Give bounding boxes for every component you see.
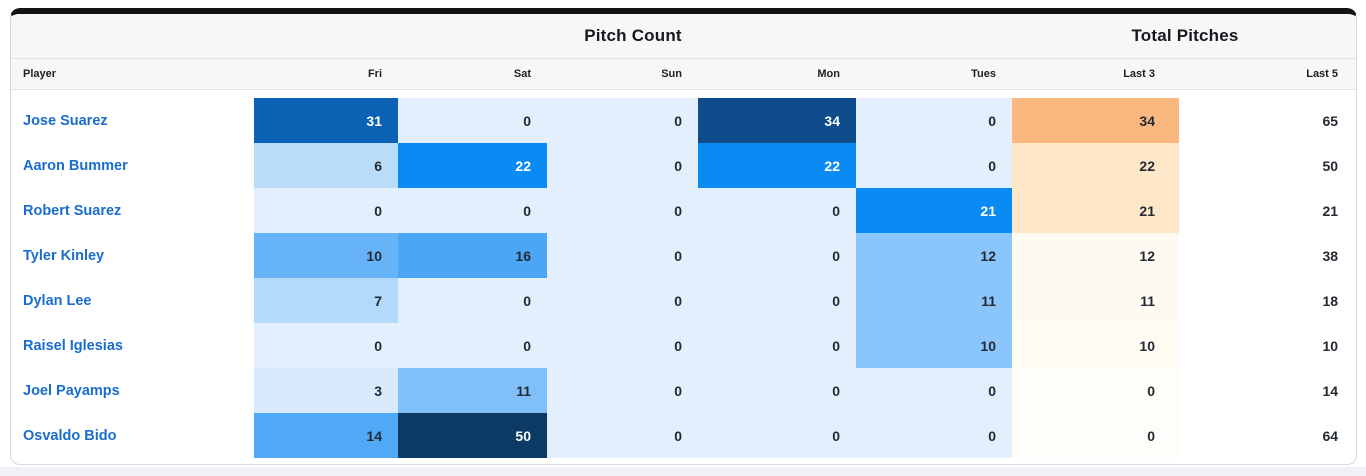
total-cell-last3: 0 [1012,368,1179,413]
total-cell-last5: 50 [1322,157,1339,174]
pitch-cell-fri: 3 [254,368,398,413]
player-name[interactable]: Jose Suarez [23,112,108,129]
column-header-last3: Last 3 [1012,58,1179,90]
pitch-count-table: Pitch Count Total Pitches Player Fri Sat… [11,14,1356,464]
pitch-cell-sat: 11 [398,368,547,413]
pitch-cell-sat: 22 [398,143,547,188]
player-name[interactable]: Raisel Iglesias [23,337,123,354]
pitch-cell-fri: 0 [254,323,398,368]
pitch-cell-mon: 34 [698,98,856,143]
total-cell-last5: 10 [1322,337,1339,354]
pitch-cell-fri: 10 [254,233,398,278]
pitch-count-widget: Pitch Count Total Pitches Player Fri Sat… [10,8,1357,465]
total-cell-last3: 34 [1012,98,1179,143]
column-header-sun: Sun [547,58,698,90]
total-cell-last3: 22 [1012,143,1179,188]
pitch-cell-tues: 21 [856,188,1012,233]
table-row: Tyler Kinley 10 16 0 0 12 12 38 [11,233,1356,278]
total-cell-last3: 12 [1012,233,1179,278]
group-header-row: Pitch Count Total Pitches [11,14,1356,59]
pitch-cell-mon: 0 [698,323,856,368]
player-name[interactable]: Tyler Kinley [23,247,105,264]
total-cell-last5: 18 [1322,292,1339,309]
pitch-cell-tues: 0 [856,98,1012,143]
spacer-row [11,90,1356,99]
pitch-cell-sun: 0 [547,368,698,413]
pitch-cell-mon: 0 [698,233,856,278]
pitch-cell-sun: 0 [547,188,698,233]
column-header-last5: Last 5 [1179,58,1356,90]
table-row: Dylan Lee 7 0 0 0 11 11 18 [11,278,1356,323]
pitch-cell-sun: 0 [547,323,698,368]
horizontal-scrollbar-track[interactable] [0,467,1366,476]
pitch-cell-sun: 0 [547,233,698,278]
column-header-mon: Mon [698,58,856,90]
group-header-spacer [11,14,254,59]
pitch-cell-mon: 0 [698,413,856,458]
pitch-cell-tues: 12 [856,233,1012,278]
group-header-total-pitches: Total Pitches [1012,14,1356,59]
table-row: Joel Payamps 3 11 0 0 0 0 14 [11,368,1356,413]
pitch-cell-sun: 0 [547,143,698,188]
player-name[interactable]: Aaron Bummer [23,157,128,174]
pitch-cell-mon: 22 [698,143,856,188]
total-cell-last5: 38 [1322,247,1339,264]
pitch-cell-sun: 0 [547,98,698,143]
table-row: Robert Suarez 0 0 0 0 21 21 21 [11,188,1356,233]
table-row: Osvaldo Bido 14 50 0 0 0 0 64 [11,413,1356,458]
total-cell-last3: 11 [1012,278,1179,323]
column-header-player: Player [11,58,254,90]
total-cell-last5: 21 [1322,202,1339,219]
player-name[interactable]: Dylan Lee [23,292,92,309]
pitch-cell-fri: 0 [254,188,398,233]
column-header-tues: Tues [856,58,1012,90]
pitch-cell-tues: 0 [856,143,1012,188]
total-cell-last3: 0 [1012,413,1179,458]
total-cell-last5: 64 [1322,427,1339,444]
table-row: Raisel Iglesias 0 0 0 0 10 10 10 [11,323,1356,368]
group-header-pitch-count: Pitch Count [254,14,1012,59]
pitch-cell-fri: 31 [254,98,398,143]
table-row: Aaron Bummer 6 22 0 22 0 22 50 [11,143,1356,188]
pitch-cell-mon: 0 [698,278,856,323]
pitch-cell-fri: 6 [254,143,398,188]
pitch-cell-tues: 11 [856,278,1012,323]
total-cell-last5: 14 [1322,382,1339,399]
total-cell-last3: 10 [1012,323,1179,368]
total-cell-last5: 65 [1322,112,1339,129]
pitch-cell-fri: 14 [254,413,398,458]
pitch-cell-sat: 0 [398,98,547,143]
pitch-cell-sat: 0 [398,278,547,323]
player-name[interactable]: Osvaldo Bido [23,427,117,444]
pitch-cell-sun: 0 [547,278,698,323]
pitch-cell-sat: 16 [398,233,547,278]
pitch-cell-sun: 0 [547,413,698,458]
column-header-fri: Fri [254,58,398,90]
pitch-cell-sat: 50 [398,413,547,458]
player-name[interactable]: Robert Suarez [23,202,122,219]
pitch-cell-mon: 0 [698,368,856,413]
column-header-sat: Sat [398,58,547,90]
pitch-cell-mon: 0 [698,188,856,233]
column-header-row: Player Fri Sat Sun Mon Tues Last 3 Last … [11,58,1356,90]
pitch-cell-tues: 10 [856,323,1012,368]
table-row: Jose Suarez 31 0 0 34 0 34 65 [11,98,1356,143]
pitch-cell-sat: 0 [398,323,547,368]
pitch-cell-sat: 0 [398,188,547,233]
table-footer-space [11,458,1356,464]
total-cell-last3: 21 [1012,188,1179,233]
pitch-cell-tues: 0 [856,413,1012,458]
spacer-row [11,458,1356,464]
table-body: Jose Suarez 31 0 0 34 0 34 65 Aaron Bumm… [11,90,1356,458]
pitch-cell-fri: 7 [254,278,398,323]
player-name[interactable]: Joel Payamps [23,382,120,399]
pitch-cell-tues: 0 [856,368,1012,413]
